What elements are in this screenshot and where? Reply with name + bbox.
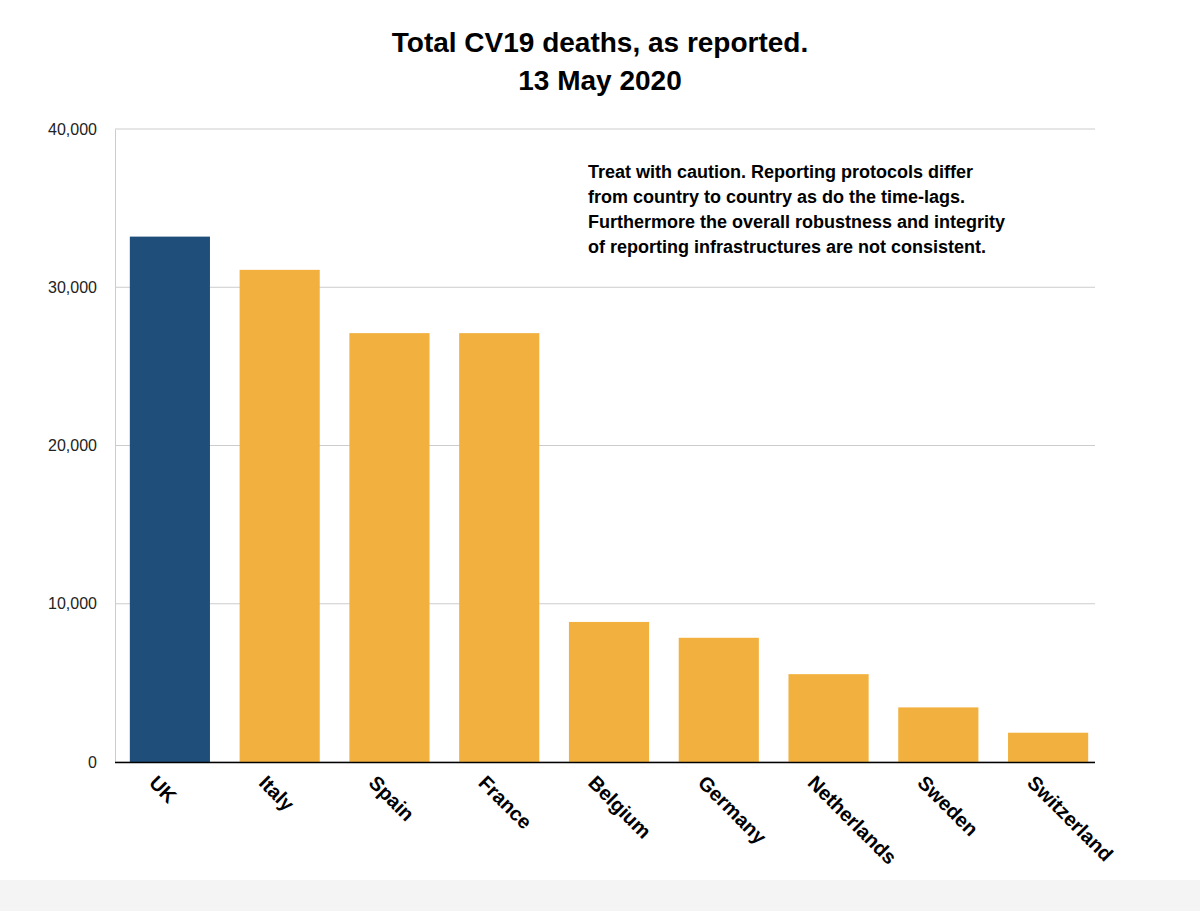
y-tick-label: 20,000 [48,437,97,454]
bar [130,237,210,762]
bar [679,638,759,762]
y-tick: 20,000 [48,437,115,454]
x-tick: Germany [694,762,771,849]
subtitle: 13 May 2020 [518,65,681,96]
y-axis: 0 10,000 20,000 30,000 40,000 [48,121,115,771]
x-axis: UK Italy Spain France Belgium Germany Netherla… [115,762,1117,869]
annotation: Treat with caution. Reporting protocols … [588,162,1005,257]
y-tick: 10,000 [48,595,115,612]
bars [130,237,1088,762]
y-tick-label: 30,000 [48,279,97,296]
x-tick: UK [145,762,181,808]
footer-band [0,880,1200,911]
x-tick-label: Belgium [584,771,655,842]
x-tick: Spain [365,762,419,825]
x-tick-label: France [474,771,536,833]
chart: Total CV19 deaths, as reported. 13 May 20… [0,0,1200,911]
bar [569,622,649,762]
x-tick: France [474,762,536,833]
y-tick: 0 [88,754,115,771]
y-tick-label: 40,000 [48,121,97,138]
y-tick-label: 10,000 [48,595,97,612]
x-tick-label: Italy [255,771,299,815]
x-tick-label: UK [145,771,181,807]
x-tick-label: Sweden [914,771,983,840]
x-tick-label: Spain [365,771,419,825]
bar [459,333,539,762]
annotation-line: Treat with caution. Reporting protocols … [588,162,973,182]
bar [1008,733,1088,762]
x-tick: Netherlands [804,762,901,869]
y-tick: 40,000 [48,121,115,138]
y-tick: 30,000 [48,279,115,296]
grid-line [115,129,1095,130]
annotation-line: Furthermore the overall robustness and i… [588,212,1005,232]
bar [898,707,978,762]
bar [349,333,429,762]
y-tick-label: 0 [88,754,97,771]
grid [115,129,1095,762]
x-tick: Belgium [584,762,655,843]
annotation-line: from country to country as do the time-l… [588,187,965,207]
x-tick: Switzerland [1023,762,1117,865]
x-tick-label: Switzerland [1023,771,1117,865]
title: Total CV19 deaths, as reported. [392,27,809,58]
x-axis-line [115,762,1095,764]
bar [240,270,320,762]
bar [788,674,868,762]
x-tick-label: Germany [694,771,771,848]
annotation-line: of reporting infrastructures are not con… [588,237,986,257]
x-tick: Italy [255,762,299,816]
y-axis-line [115,130,116,763]
x-tick: Sweden [914,762,983,840]
x-tick-label: Netherlands [804,771,901,868]
